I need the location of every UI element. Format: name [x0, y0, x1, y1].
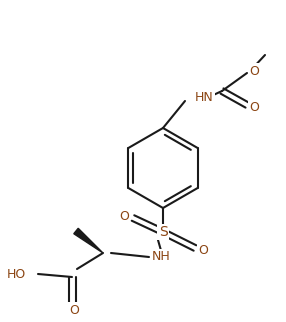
- Text: O: O: [249, 64, 259, 78]
- Text: O: O: [69, 304, 79, 317]
- Text: NH: NH: [152, 251, 171, 263]
- Text: O: O: [119, 210, 129, 223]
- Text: O: O: [198, 243, 208, 257]
- Text: HN: HN: [195, 90, 214, 103]
- Text: HO: HO: [7, 268, 26, 280]
- Text: S: S: [159, 225, 167, 239]
- Text: O: O: [249, 100, 259, 113]
- Polygon shape: [74, 228, 103, 253]
